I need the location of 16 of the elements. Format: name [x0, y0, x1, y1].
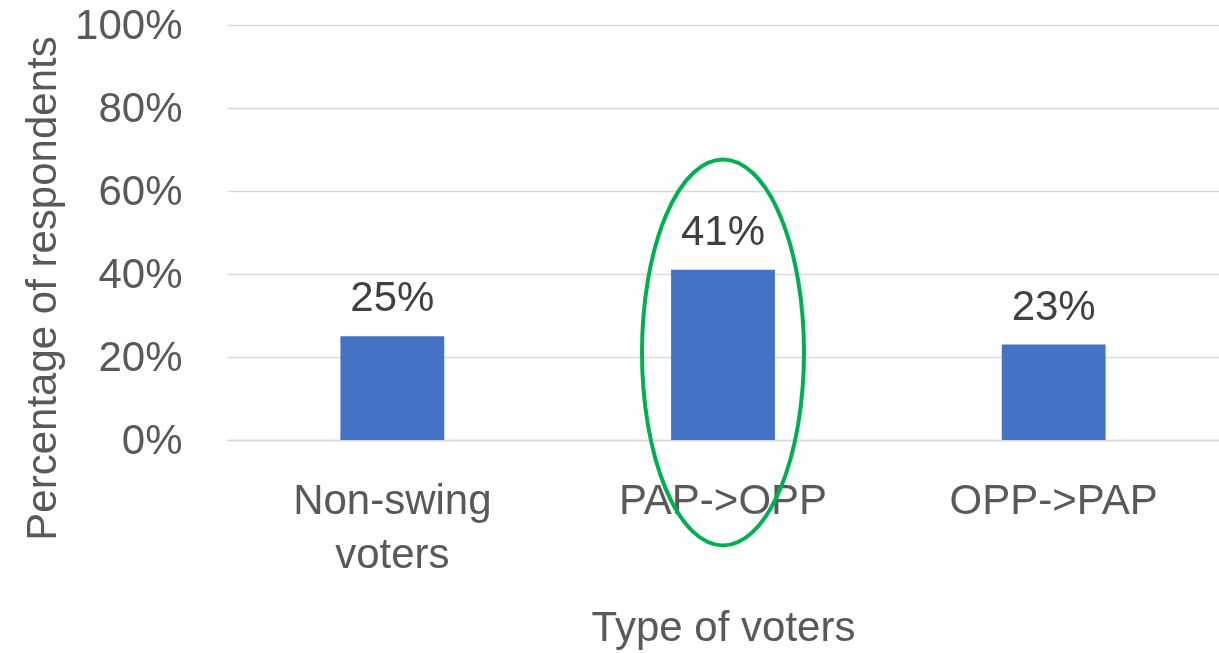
bar — [340, 336, 445, 440]
x-tick-label: Non-swing voters — [293, 475, 492, 577]
y-tick-label: 40% — [98, 249, 183, 297]
x-tick-label: OPP->PAP — [949, 475, 1158, 523]
bar — [671, 269, 775, 440]
data-label: 41% — [680, 206, 766, 254]
y-tick-label: 100% — [75, 0, 183, 48]
bar — [1001, 344, 1106, 440]
y-tick-label: 80% — [98, 83, 183, 131]
data-label: 25% — [350, 273, 435, 321]
y-tick-label: 20% — [98, 332, 183, 380]
y-tick-label: 0% — [121, 415, 183, 463]
x-axis-title: Type of voters — [591, 602, 856, 650]
data-label: 23% — [1011, 281, 1096, 329]
y-tick-label: 60% — [98, 166, 183, 214]
y-axis-title: Percentage of respondents — [17, 36, 65, 541]
